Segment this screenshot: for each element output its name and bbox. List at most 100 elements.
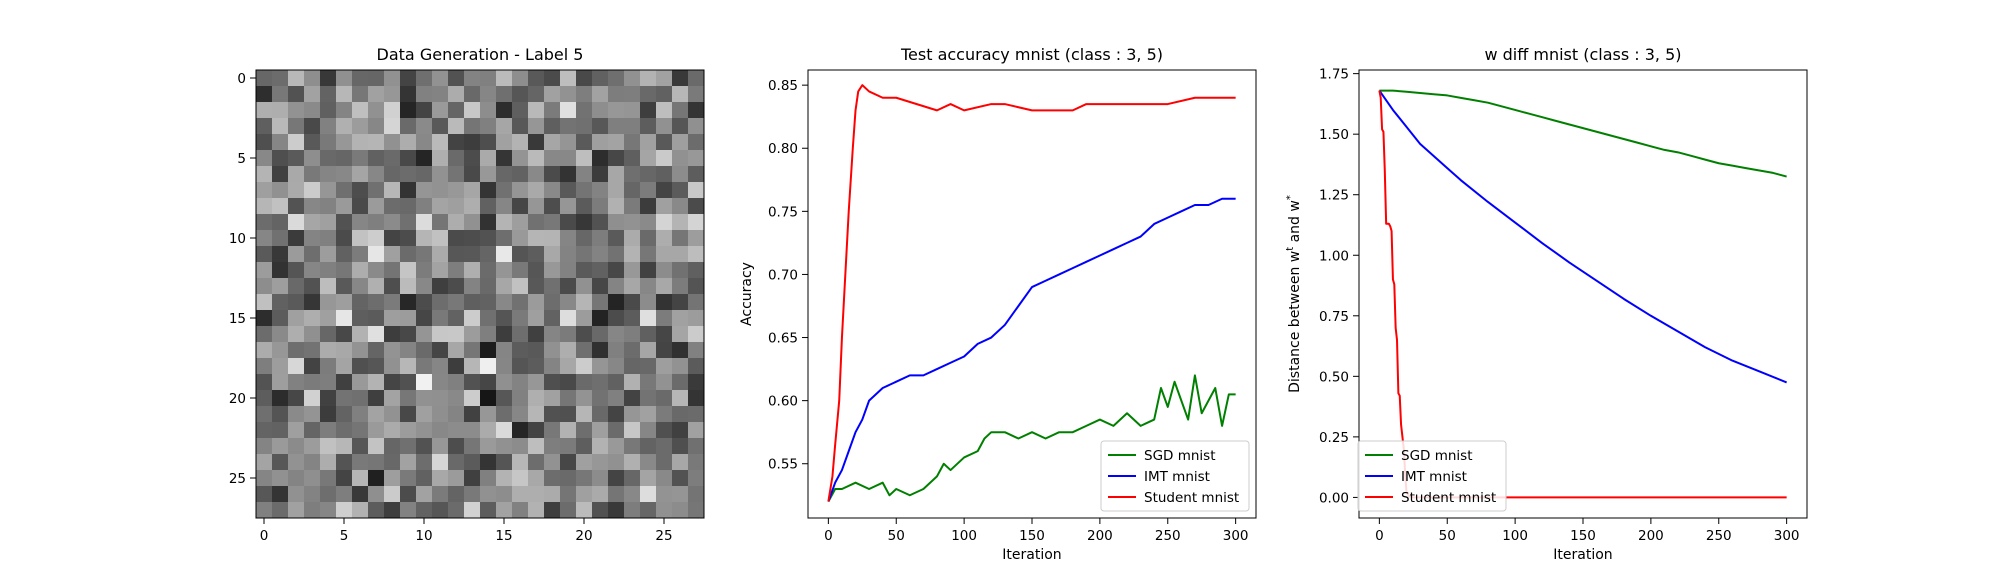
heatmap-cell (528, 374, 545, 391)
heatmap-cell (656, 438, 673, 455)
heatmap-cell (480, 486, 497, 503)
heatmap-cell (624, 102, 641, 119)
heatmap-cell (384, 278, 401, 295)
heatmap-cell (592, 502, 609, 519)
heatmap-cell (320, 166, 337, 183)
heatmap-cell (496, 214, 513, 231)
heatmap-cell (400, 134, 417, 151)
heatmap-cell (592, 70, 609, 87)
heatmap-cell (384, 262, 401, 279)
heatmap-cell (352, 214, 369, 231)
heatmap-cell (336, 470, 353, 487)
heatmap-cell (336, 342, 353, 359)
heatmap-cell (448, 406, 465, 423)
heatmap-cell (624, 358, 641, 375)
heatmap-cell (512, 166, 529, 183)
heatmap-cell (256, 86, 273, 103)
heatmap-cell (624, 214, 641, 231)
heatmap-cell (480, 326, 497, 343)
heatmap-cell (528, 198, 545, 215)
heatmap-cell (336, 294, 353, 311)
heatmap-cell (256, 70, 273, 87)
heatmap-cell (528, 86, 545, 103)
heatmap-cell (656, 86, 673, 103)
heatmap-cell (320, 374, 337, 391)
heatmap-cell (688, 246, 705, 263)
heatmap-cell (592, 214, 609, 231)
heatmap-cell (496, 198, 513, 215)
heatmap-cell (272, 70, 289, 87)
heatmap-cell (608, 166, 625, 183)
heatmap-cell (416, 182, 433, 199)
heatmap-cell (512, 470, 529, 487)
accuracy-legend-label-imt: IMT mnist (1144, 469, 1210, 485)
heatmap-cell (624, 454, 641, 471)
heatmap-cell (608, 486, 625, 503)
heatmap-cell (480, 102, 497, 119)
heatmap-cell (480, 198, 497, 215)
heatmap-cell (320, 358, 337, 375)
heatmap-cell (624, 86, 641, 103)
heatmap-cell (416, 326, 433, 343)
heatmap-cell (560, 214, 577, 231)
heatmap-cell (640, 422, 657, 439)
heatmap-cell (688, 278, 705, 295)
heatmap-cell (656, 246, 673, 263)
heatmap-cell (320, 390, 337, 407)
accuracy-ticks: 0 50 100 150 200 250 300 0.55 0.60 0.65 0.70 0.75 0.… (768, 78, 1249, 544)
wdiff-ylabel: Distance between wt and w* (1285, 195, 1303, 393)
heatmap-cell (352, 406, 369, 423)
heatmap-cell (656, 134, 673, 151)
heatmap-cell (320, 438, 337, 455)
heatmap-cell (592, 326, 609, 343)
heatmap-cell (496, 182, 513, 199)
heatmap-cell (400, 214, 417, 231)
heatmap-cell (688, 166, 705, 183)
heatmap-cell (496, 374, 513, 391)
heatmap-cell (608, 150, 625, 167)
heatmap-cell (592, 374, 609, 391)
heatmap-cell (544, 438, 561, 455)
heatmap-cell (640, 182, 657, 199)
heatmap-cell (512, 102, 529, 119)
heatmap-cell (304, 358, 321, 375)
heatmap-cell (624, 294, 641, 311)
accuracy-xtick-label: 50 (888, 528, 905, 544)
heatmap-cell (464, 502, 481, 519)
heatmap-cell (416, 198, 433, 215)
heatmap-cell (256, 310, 273, 327)
heatmap-cell (256, 390, 273, 407)
heatmap-cell (544, 406, 561, 423)
heatmap-cell (368, 502, 385, 519)
heatmap-cell (288, 470, 305, 487)
heatmap-cell (560, 102, 577, 119)
heatmap-cell (352, 358, 369, 375)
heatmap-cell (304, 262, 321, 279)
heatmap-cell (544, 150, 561, 167)
heatmap-cell (448, 278, 465, 295)
heatmap-cell (480, 150, 497, 167)
heatmap-xtick-label: 25 (655, 528, 672, 544)
heatmap-cell (528, 326, 545, 343)
accuracy-ytick-label: 0.80 (768, 141, 798, 157)
heatmap-cell (624, 182, 641, 199)
heatmap-cell (464, 326, 481, 343)
heatmap-cell (672, 486, 689, 503)
heatmap-cell (448, 358, 465, 375)
heatmap-cell (640, 102, 657, 119)
heatmap-cell (256, 502, 273, 519)
heatmap-cell (336, 198, 353, 215)
heatmap-cell (272, 182, 289, 199)
heatmap-xtick-label: 0 (260, 528, 269, 544)
heatmap-cell (560, 438, 577, 455)
heatmap-cell (416, 278, 433, 295)
heatmap-cell (608, 502, 625, 519)
heatmap-cell (512, 294, 529, 311)
heatmap-cell (480, 86, 497, 103)
heatmap-cell (320, 326, 337, 343)
heatmap-cell (464, 470, 481, 487)
heatmap-cell (640, 326, 657, 343)
heatmap-cell (448, 70, 465, 87)
wdiff-ytick-label: 0.25 (1319, 430, 1349, 446)
heatmap-cell (272, 294, 289, 311)
